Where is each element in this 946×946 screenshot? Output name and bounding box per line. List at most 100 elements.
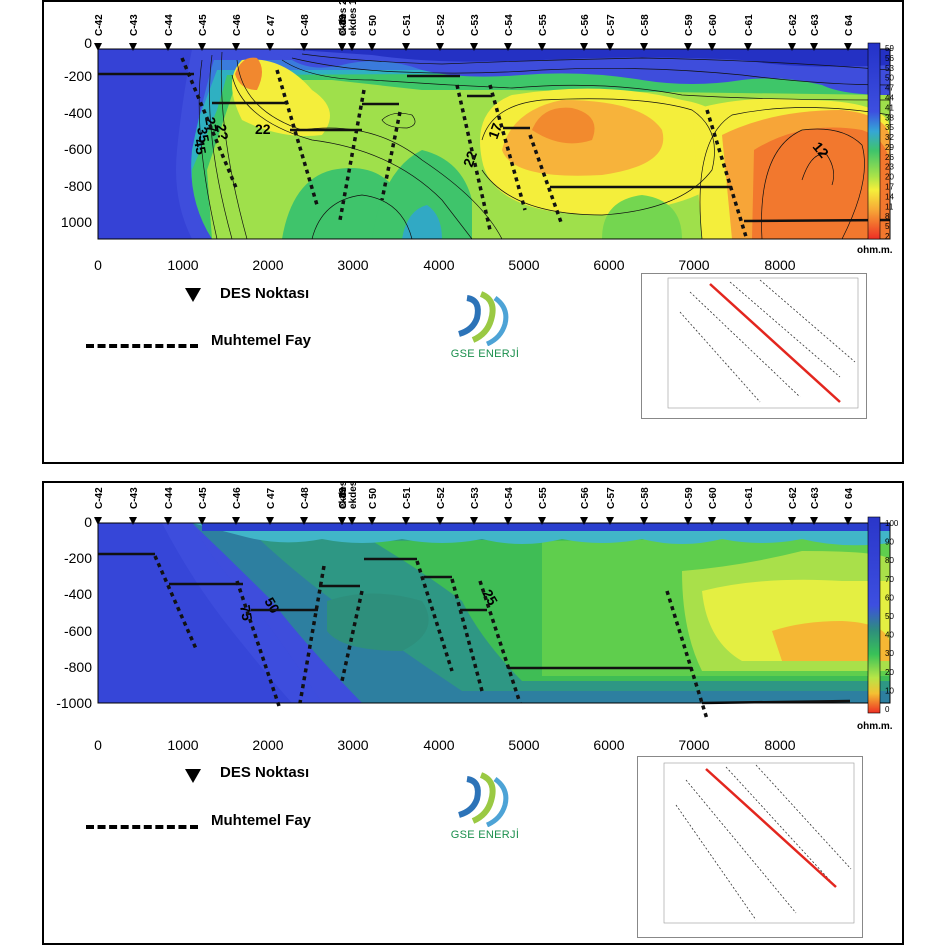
des-marker-icon [185, 769, 201, 783]
colorbar-tick-label: 5 [885, 222, 890, 231]
station-label: C-52 [436, 14, 447, 36]
station-label: C 50 [368, 487, 379, 509]
fault-legend-label: Muhtemel Fay [211, 812, 312, 829]
station-marker-icon [470, 43, 478, 51]
x-tick-label: 1000 [167, 257, 198, 273]
contour-label: 35 [194, 126, 212, 144]
plot-frame-top [97, 48, 891, 240]
station-marker-icon [338, 43, 346, 51]
logo-text: GSE ENERJİ [450, 348, 520, 360]
station-label: ekdes 1 [348, 481, 359, 509]
y-tick-label: -200 [64, 68, 92, 84]
station-marker-icon [810, 43, 818, 51]
station-marker-icon [788, 43, 796, 51]
station-marker-icon [368, 43, 376, 51]
colorbar-unit: ohm.m. [857, 245, 893, 256]
station-marker-icon [94, 43, 102, 51]
station-label: C-62 [788, 14, 799, 36]
station-label: C-48 [300, 487, 311, 509]
station-label: C-46 [232, 487, 243, 509]
contour-lines-top [198, 51, 890, 239]
station-marker-icon [348, 517, 356, 525]
x-tick-label: 1000 [167, 737, 198, 753]
station-label: C-57 [606, 487, 617, 509]
x-tick-label: 2000 [252, 737, 283, 753]
des-legend-label: DES Noktası [220, 764, 310, 781]
station-marker-icon [504, 517, 512, 525]
station-label: C-48 [300, 14, 311, 36]
colorbar-tick-label: 40 [885, 631, 894, 640]
colorbar-tick-label: 20 [885, 173, 894, 182]
x-tick-label: 0 [94, 737, 102, 753]
plot-frame-bottom [97, 522, 891, 704]
x-tick-label: 4000 [423, 737, 454, 753]
layer-boundaries-top [98, 72, 891, 223]
station-label: C-53 [470, 14, 481, 36]
x-tick-label: 3000 [337, 737, 368, 753]
station-marker-icon [402, 517, 410, 525]
layer-boundaries-bottom [98, 552, 851, 705]
station-marker-icon [232, 517, 240, 525]
station-marker-icon [164, 43, 172, 51]
station-label: C-49 [338, 487, 349, 509]
station-marker-icon [684, 517, 692, 525]
station-label: C-54 [504, 14, 515, 36]
y-tick-label: -600 [64, 623, 92, 639]
station-label: C-56 [580, 14, 591, 36]
colorbar-bottom [867, 516, 881, 714]
station-marker-icon [300, 43, 308, 51]
resistivity-fill-bottom [98, 523, 890, 703]
colorbar-tick-label: 0 [885, 705, 890, 714]
station-label: C-55 [538, 487, 549, 509]
colorbar-tick-label: 29 [885, 143, 894, 152]
y-tick-label: -400 [64, 586, 92, 602]
gse-logo: GSE ENERJİ [449, 772, 521, 845]
colorbar-tick-label: 10 [885, 686, 894, 695]
y-tick-label: -800 [64, 178, 92, 194]
x-tick-label: 7000 [678, 257, 709, 273]
x-axis-top: 0 1000 2000 3000 4000 5000 6000 7000 800… [94, 257, 796, 273]
y-tick-label: 0 [84, 35, 92, 51]
des-marker-icon [185, 288, 201, 302]
gse-logo-icon [458, 772, 509, 827]
location-inset-map [637, 756, 863, 938]
station-label: C-42 [94, 487, 105, 509]
station-label: C-58 [640, 487, 651, 509]
colorbar-unit: ohm.m. [857, 721, 893, 732]
colorbar-tick-label: 23 [885, 163, 894, 172]
station-marker-icon [708, 43, 716, 51]
x-tick-label: 6000 [593, 257, 624, 273]
station-marker-icon [580, 43, 588, 51]
station-label: C-45 [198, 14, 209, 36]
station-marker-icon [300, 517, 308, 525]
contour-label: 2? [213, 123, 232, 142]
station-label: C-58 [640, 14, 651, 36]
station-marker-icon [348, 43, 356, 51]
station-marker-icon [606, 517, 614, 525]
station-label: C-83 [338, 14, 349, 36]
station-label: C-63 [810, 14, 821, 36]
logo-text: GSE ENERJİ [450, 829, 520, 841]
resistivity-section-top: 22 22 17 12 2? 27 35 45 [42, 0, 904, 464]
station-marker-icon [266, 517, 274, 525]
colorbar-tick-label: 38 [885, 113, 894, 122]
station-label: C-61 [744, 14, 755, 36]
inset-map-drawing [663, 762, 855, 924]
station-label: C-44 [164, 14, 175, 36]
location-inset-map [641, 273, 867, 419]
colorbar-tick-label: 20 [885, 668, 894, 677]
station-label: C-43 [129, 487, 140, 509]
station-label: C-56 [580, 487, 591, 509]
colorbar-tick-label: 35 [885, 123, 894, 132]
colorbar-tick-label: 47 [885, 84, 894, 93]
station-marker-icon [580, 517, 588, 525]
colorbar-tick-label: 30 [885, 649, 894, 658]
y-tick-label: -1000 [56, 695, 92, 711]
station-marker-icon [844, 517, 852, 525]
colorbar-tick-label: 26 [885, 153, 894, 162]
station-label: C-54 [504, 487, 515, 509]
station-label: ekdes 1 [348, 0, 359, 36]
contour-label: 45 [191, 138, 209, 156]
colorbar-tick-label: 2 [885, 232, 890, 241]
